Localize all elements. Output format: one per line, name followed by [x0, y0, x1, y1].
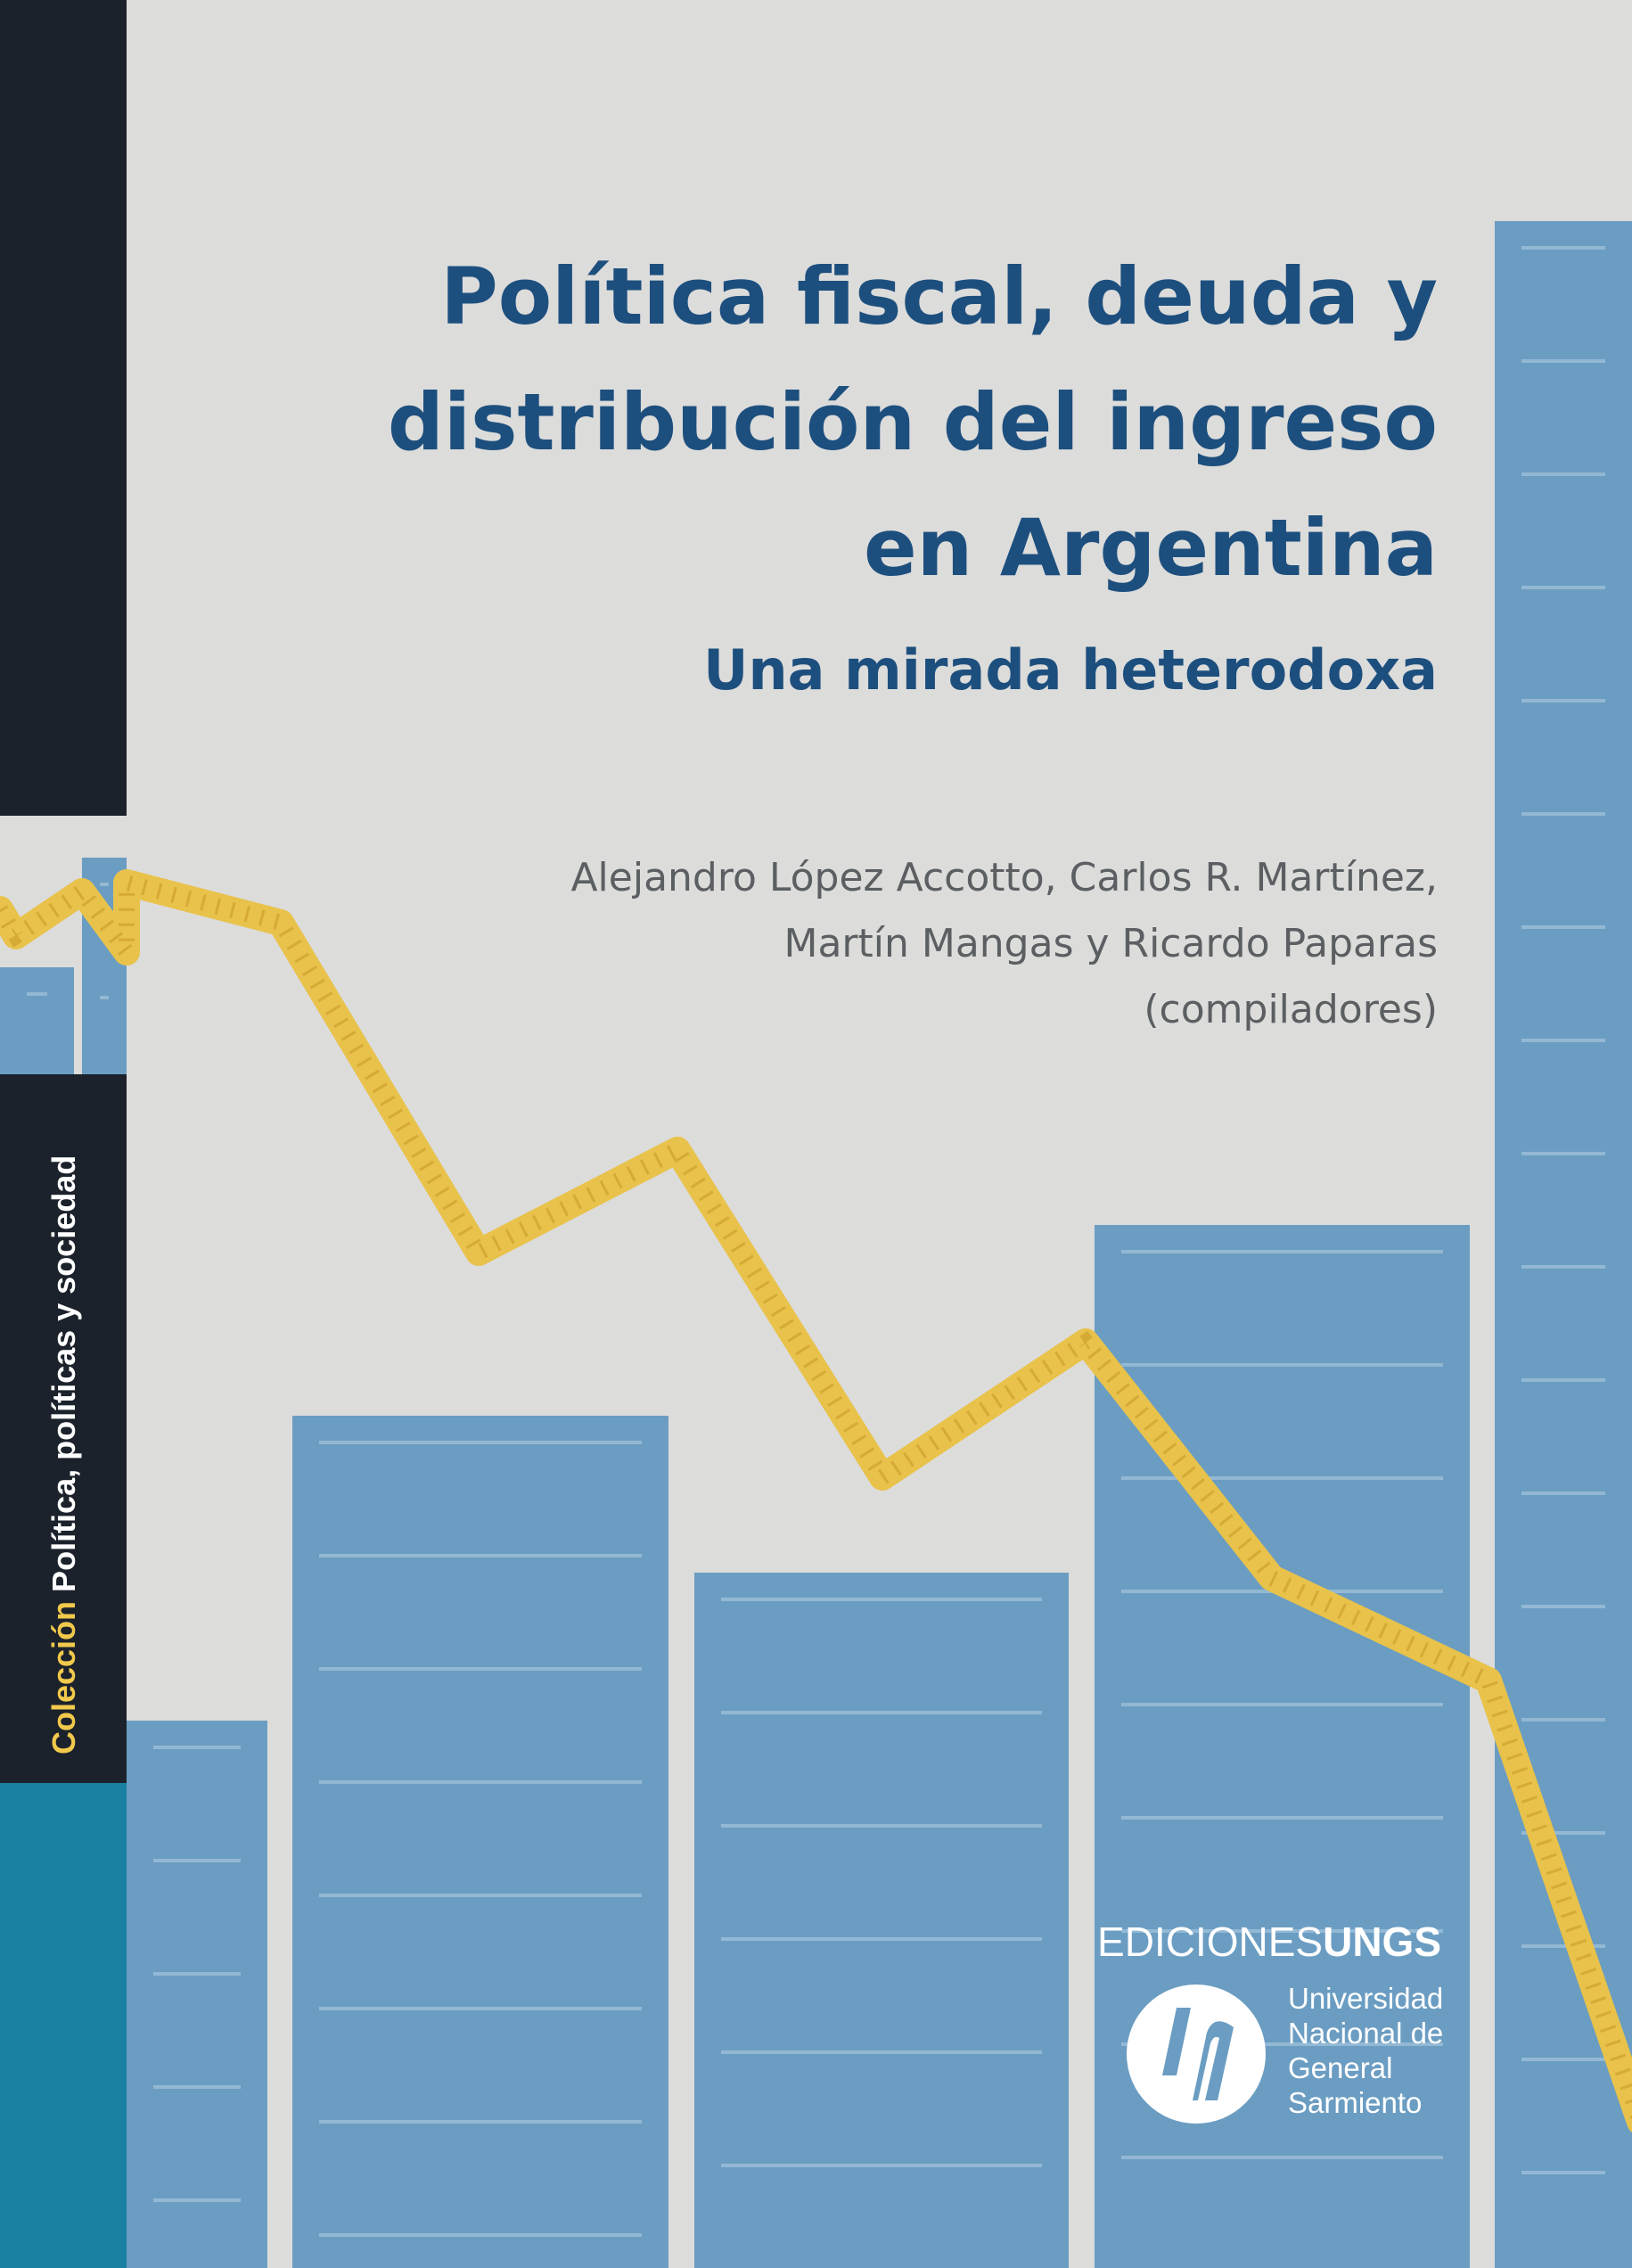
- title-line-3: en Argentina: [863, 502, 1438, 594]
- collection-prefix: Colección: [45, 1600, 82, 1754]
- decorative-trend-line: [0, 869, 1632, 2132]
- authors-line-1: Alejandro López Accotto, Carlos R. Martí…: [570, 855, 1438, 900]
- university-line-2: Nacional de: [1288, 2017, 1444, 2050]
- decorative-bar-7: [1495, 221, 1632, 2268]
- title-line-2: distribución del ingreso: [387, 376, 1438, 468]
- decorative-bar-1: [0, 967, 74, 1074]
- collection-name: Política, políticas y sociedad: [45, 1155, 82, 1592]
- imprint-light: EDICIONES: [1097, 1919, 1324, 1965]
- title-line-1: Política fiscal, deuda y: [440, 251, 1438, 342]
- university-logo-icon: [1127, 1984, 1266, 2124]
- authors-block: Alejandro López Accotto, Carlos R. Martí…: [457, 845, 1438, 1043]
- spine-band-top: [0, 0, 127, 816]
- book-title: Política fiscal, deuda y distribución de…: [234, 234, 1438, 611]
- collection-label: Colección Política, políticas y sociedad: [43, 1155, 86, 1754]
- university-line-3: General: [1288, 2051, 1393, 2084]
- book-subtitle: Una mirada heterodoxa: [703, 637, 1438, 703]
- university-name: Universidad Nacional de General Sarmient…: [1288, 1981, 1538, 2120]
- authors-line-2: Martín Mangas y Ricardo Paparas: [783, 921, 1439, 966]
- decorative-bar-3: [127, 1721, 267, 2268]
- spine-band-middle: [0, 1074, 127, 1783]
- decorative-bar-5: [694, 1573, 1069, 2268]
- decorative-bar-4: [292, 1416, 668, 2268]
- imprint-bold: UNGS: [1323, 1919, 1441, 1965]
- university-line-4: Sarmiento: [1288, 2086, 1423, 2119]
- university-line-1: Universidad: [1288, 1982, 1444, 2015]
- publisher-imprint: EDICIONESUNGS: [906, 1917, 1441, 1967]
- authors-line-3: (compiladores): [1144, 987, 1438, 1032]
- spine-band-bottom: [0, 1783, 127, 2268]
